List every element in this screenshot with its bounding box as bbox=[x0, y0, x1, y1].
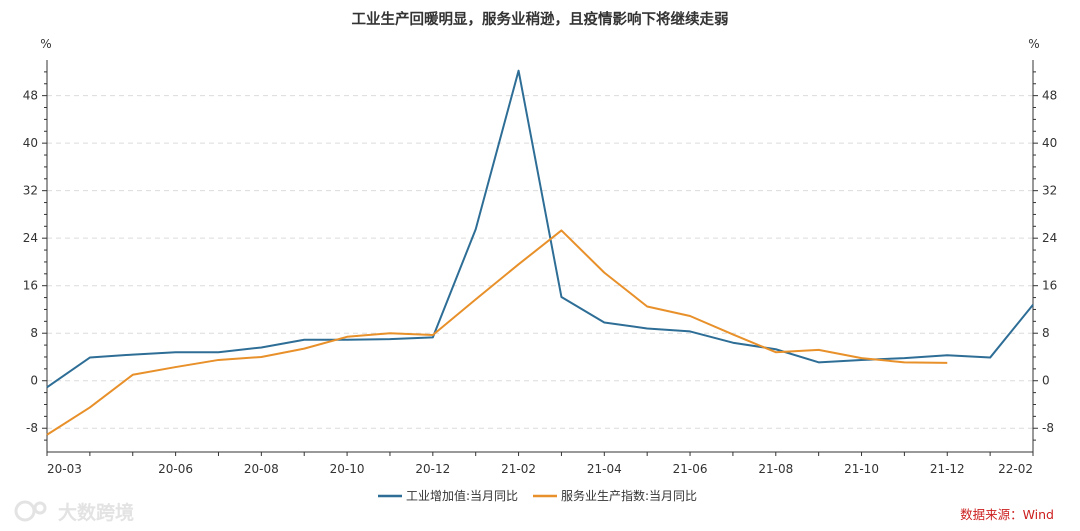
chart-title: 工业生产回暖明显，服务业稍逊，且疫情影响下将继续走弱 bbox=[352, 10, 729, 28]
x-tick-label: 21-04 bbox=[587, 462, 622, 476]
left-y-tick-label: -8 bbox=[26, 421, 38, 435]
left-y-tick-label: 8 bbox=[30, 326, 38, 340]
x-tick-label: 21-02 bbox=[501, 462, 536, 476]
right-y-tick-label: 32 bbox=[1042, 184, 1057, 198]
left-y-tick-label: 0 bbox=[30, 374, 38, 388]
legend: 工业增加值:当月同比 服务业生产指数:当月同比 bbox=[378, 488, 697, 503]
legend-label-1: 工业增加值:当月同比 bbox=[406, 488, 518, 503]
x-tick-label: 22-02 bbox=[998, 462, 1033, 476]
logo-icon bbox=[14, 500, 47, 522]
right-y-tick-label: -8 bbox=[1042, 421, 1054, 435]
left-y-tick-label: 40 bbox=[23, 136, 38, 150]
left-y-tick-label: 24 bbox=[23, 231, 38, 245]
x-tick-label: 21-06 bbox=[673, 462, 708, 476]
right-y-tick-label: 16 bbox=[1042, 279, 1057, 293]
source-text: 数据来源：Wind bbox=[960, 507, 1054, 522]
series-line-2 bbox=[46, 229, 948, 436]
x-ticks: 20-03 20-06 20-08 20-10 20-12 21-02 21-04 21-06… bbox=[46, 452, 1034, 476]
right-y-tick-label: 24 bbox=[1042, 231, 1057, 245]
x-tick-label: 20-08 bbox=[244, 462, 279, 476]
x-tick-label: 20-06 bbox=[158, 462, 193, 476]
watermark: 大数跨境 bbox=[14, 500, 134, 524]
right-y-tick-label: 0 bbox=[1042, 374, 1050, 388]
left-y-tick-label: 16 bbox=[23, 279, 38, 293]
left-y-tick-label: 48 bbox=[23, 89, 38, 103]
series-layer bbox=[46, 69, 1034, 436]
x-tick-label: 21-12 bbox=[930, 462, 965, 476]
left-unit-label: % bbox=[40, 37, 51, 51]
series-line-1 bbox=[46, 69, 1034, 389]
right-unit-label: % bbox=[1028, 37, 1039, 51]
right-y-tick-label: 40 bbox=[1042, 136, 1057, 150]
right-y-tick-label: 48 bbox=[1042, 89, 1057, 103]
right-y-tick-label: 8 bbox=[1042, 326, 1050, 340]
y-ticks: -8 -8 0 0 8 8 16 16 24 24 32 32 40 40 48 48 bbox=[23, 71, 1057, 441]
x-tick-label: 20-10 bbox=[330, 462, 365, 476]
grid-lines bbox=[47, 95, 1033, 429]
legend-label-2: 服务业生产指数:当月同比 bbox=[561, 488, 697, 503]
x-tick-label: 20-12 bbox=[415, 462, 450, 476]
watermark-text: 大数跨境 bbox=[58, 501, 134, 524]
x-tick-label: 21-10 bbox=[844, 462, 879, 476]
left-y-tick-label: 32 bbox=[23, 184, 38, 198]
x-tick-label: 20-03 bbox=[47, 462, 82, 476]
x-tick-label: 21-08 bbox=[758, 462, 793, 476]
